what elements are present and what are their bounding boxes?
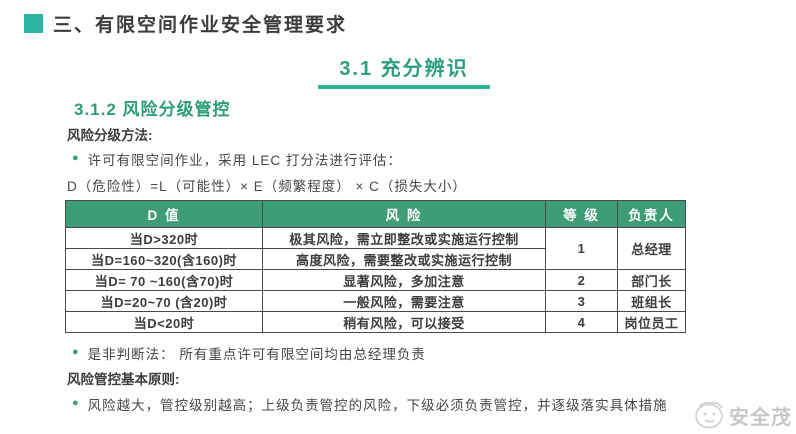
bullet-principle-text: 风险越大，管控级别越高；上级负责管控的风险，下级必须负责管控，并逐级落实具体措施	[87, 398, 668, 413]
cell-responsible: 部门长	[617, 269, 686, 291]
table-row: 当D=20~70 (含20)时 一般风险，需要注意 3 班组长	[65, 290, 686, 312]
page-header: 三、有限空间作业安全管理要求	[24, 10, 347, 37]
table-row: 当D>320时 极其风险，需立即整改或实施运行控制 1 总经理	[65, 227, 686, 270]
cell-risk: 极其风险，需立即整改或实施运行控制	[262, 227, 546, 249]
cell-risk: 高度风险，需要整改或实施运行控制	[262, 248, 546, 270]
section-underline	[318, 85, 490, 89]
col-header-d-value: D 值	[65, 200, 263, 228]
table-row: 当D<20时 稍有风险，可以接受 4 岗位员工	[65, 311, 686, 333]
risk-grading-table: D 值 风 险 等 级 负责人 当D>320时 极其风险，需立即整改或实施运行控…	[65, 200, 686, 333]
bullet-lec: ● 许可有限空间作业，采用 LEC 打分法进行评估：	[72, 149, 402, 169]
cell-d-value: 当D>320时	[65, 227, 263, 249]
principle-heading: 风险管控基本原则:	[67, 372, 180, 387]
col-header-responsible: 负责人	[617, 200, 686, 228]
title-square-icon	[24, 14, 43, 33]
col-header-level: 等 级	[545, 200, 618, 228]
cell-level: 1	[545, 227, 618, 270]
cell-d-value: 当D<20时	[65, 311, 263, 333]
bullet-icon: ●	[72, 397, 80, 409]
cell-risk: 一般风险，需要注意	[262, 290, 546, 312]
bullet-principle: ● 风险越大，管控级别越高；上级负责管控的风险，下级必须负责管控，并逐级落实具体…	[72, 394, 782, 414]
section-title: 3.1 充分辨识	[339, 58, 469, 80]
cell-d-value: 当D=160~320(含160)时	[65, 248, 263, 270]
col-header-risk: 风 险	[262, 200, 546, 228]
section-heading: 3.1 充分辨识	[318, 52, 490, 89]
cell-d-value: 当D=20~70 (含20)时	[65, 290, 263, 312]
cell-responsible: 岗位员工	[617, 311, 686, 333]
bullet-judgement: ● 是非判断法： 所有重点许可有限空间均由总经理负责	[72, 343, 426, 363]
cell-responsible: 总经理	[617, 227, 686, 270]
bullet-lec-text: 许可有限空间作业，采用 LEC 打分法进行评估：	[87, 153, 402, 168]
cell-risk: 显著风险，多加注意	[262, 269, 546, 291]
table-header-row: D 值 风 险 等 级 负责人	[65, 200, 686, 228]
lec-formula: D（危险性）=L（可能性）× E（频繁程度） × C（损失大小）	[67, 179, 467, 194]
table-row: 当D= 70 ~160(含70)时 显著风险，多加注意 2 部门长	[65, 269, 686, 291]
method-heading: 风险分级方法:	[67, 128, 153, 143]
subsection-title: 3.1.2 风险分级管控	[74, 100, 231, 119]
cell-level: 3	[545, 290, 618, 312]
cell-level: 2	[545, 269, 618, 291]
table-row: 当D=160~320(含160)时 高度风险，需要整改或实施运行控制	[65, 248, 686, 270]
page-title: 三、有限空间作业安全管理要求	[53, 15, 348, 36]
cell-level: 4	[545, 311, 618, 333]
bullet-icon: ●	[72, 346, 80, 358]
cell-risk: 稍有风险，可以接受	[262, 311, 546, 333]
bullet-judgement-text: 是非判断法： 所有重点许可有限空间均由总经理负责	[87, 347, 426, 362]
cell-d-value: 当D= 70 ~160(含70)时	[65, 269, 263, 291]
cell-responsible: 班组长	[617, 290, 686, 312]
bullet-icon: ●	[72, 152, 80, 164]
